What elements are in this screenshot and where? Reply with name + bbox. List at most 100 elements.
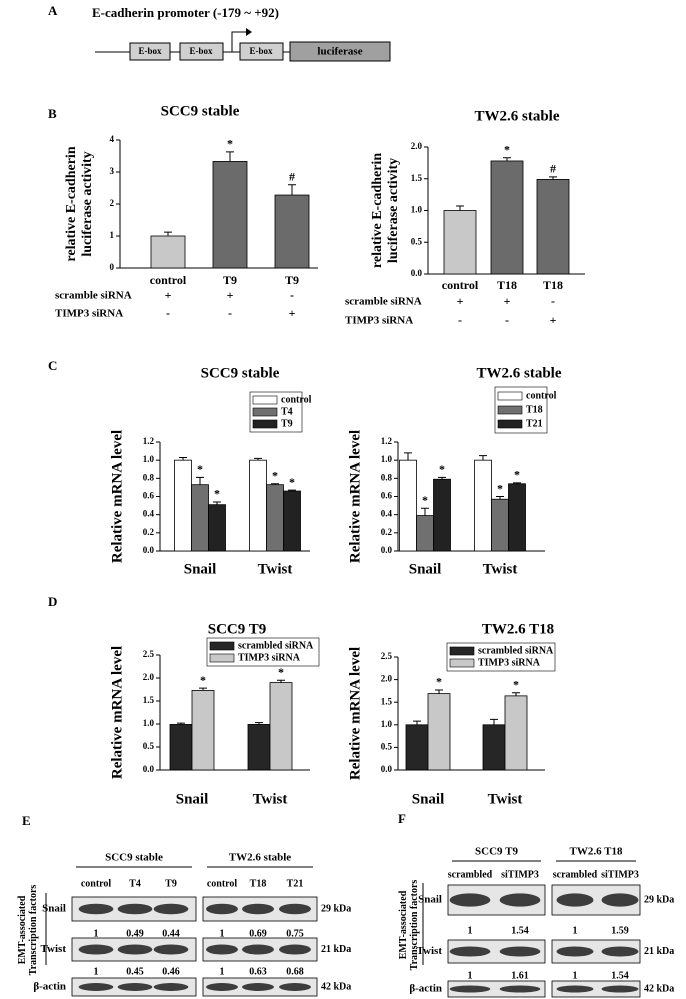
error-bar xyxy=(288,184,296,196)
group-label: SCC9 stable xyxy=(105,852,163,864)
e-box-label: E-box xyxy=(189,46,213,56)
bar xyxy=(427,693,451,771)
bar xyxy=(174,459,192,552)
y-axis-label-line: relative E-cadherin xyxy=(370,153,385,268)
blot-frame xyxy=(551,980,641,998)
condition-sign: + xyxy=(550,313,557,327)
significance-mark: * xyxy=(227,137,233,151)
bar xyxy=(482,724,506,771)
bar xyxy=(274,194,310,269)
quantification: 1.54 xyxy=(511,925,529,936)
chart-title: SCC9 stable xyxy=(201,365,280,381)
x-tick-label: control xyxy=(150,273,187,287)
y-tick-label: 0.8 xyxy=(143,472,155,482)
y-tick-label: 1.0 xyxy=(381,454,393,464)
error-bar xyxy=(196,476,204,485)
condition-sign: + xyxy=(227,288,234,302)
error-bar xyxy=(513,482,521,484)
y-axis-label: Relative mRNA level xyxy=(109,430,125,563)
e-box-label: E-box xyxy=(138,46,162,56)
condition-sign: + xyxy=(289,306,296,320)
blot-band xyxy=(499,946,541,957)
x-tick-label: T18 xyxy=(497,278,517,292)
quantification: 1 xyxy=(468,970,473,981)
panel-label: A xyxy=(48,3,58,18)
y-tick-label: 3 xyxy=(110,166,115,176)
blot-band xyxy=(556,893,594,907)
significance-mark: * xyxy=(497,481,503,495)
y-axis-label: Relative mRNA level xyxy=(347,647,363,780)
quantification: 1 xyxy=(573,970,578,981)
size-label: 29 kDa xyxy=(321,903,351,914)
legend-swatch xyxy=(497,391,523,401)
blot-band xyxy=(449,893,491,907)
y-tick-label: 2 xyxy=(110,198,115,208)
blot-band xyxy=(279,983,311,991)
panel-label: D xyxy=(48,594,57,609)
tss-arrowhead xyxy=(246,28,252,36)
y-tick-label: 0.0 xyxy=(411,268,423,278)
quantification: 0.69 xyxy=(249,928,267,939)
blot-band xyxy=(206,944,238,955)
legend-swatch xyxy=(252,395,278,405)
condition-sign: - xyxy=(228,306,232,320)
blot-band xyxy=(78,983,114,991)
condition-sign: - xyxy=(290,288,294,302)
group-label: TW2.6 stable xyxy=(229,852,291,864)
y-tick-label: 2.0 xyxy=(381,674,393,684)
y-axis-label-text: Relative mRNA level xyxy=(109,430,125,563)
blot-frame xyxy=(447,980,546,998)
diagram-title: E-cadherin promoter (-179 ~ +92) xyxy=(92,5,279,20)
y-tick-label: 0.5 xyxy=(381,741,393,751)
bar xyxy=(169,724,193,771)
chart-title: TW2.6 T18 xyxy=(482,621,554,637)
condition-sign: - xyxy=(551,294,555,308)
significance-mark: * xyxy=(436,675,442,689)
blot-band xyxy=(601,985,639,993)
bar xyxy=(474,459,492,552)
side-label-line: EMT-associated xyxy=(398,890,409,959)
y-tick-label: 0.8 xyxy=(381,472,393,482)
x-tick-label: Snail xyxy=(409,561,442,577)
bar xyxy=(191,484,209,552)
error-bar xyxy=(164,231,172,236)
bar xyxy=(416,515,434,552)
size-label: 21 kDa xyxy=(321,944,351,955)
y-tick-label: 1.5 xyxy=(381,696,393,706)
lane-label: scrambled xyxy=(553,869,598,880)
quantification: 1.54 xyxy=(611,970,629,981)
y-tick-label: 0.6 xyxy=(143,491,155,501)
significance-mark: * xyxy=(197,462,203,476)
legend-label: scrambled siRNA xyxy=(238,640,314,651)
y-tick-label: 0.0 xyxy=(381,545,393,555)
bar xyxy=(208,504,226,552)
lane-label: control xyxy=(81,878,112,889)
error-bar xyxy=(421,507,429,516)
bar xyxy=(266,484,284,552)
y-tick-label: 1.0 xyxy=(143,454,155,464)
y-axis-label: relative E-cadherin luciferase activity xyxy=(370,153,401,268)
row-label: β-actin xyxy=(409,983,442,995)
row-label: β-actin xyxy=(33,981,66,993)
error-bar xyxy=(177,722,185,725)
error-bar xyxy=(479,455,487,461)
legend-swatch xyxy=(209,641,235,651)
blot-band xyxy=(153,903,189,915)
y-tick-label: 1.5 xyxy=(411,173,423,183)
bar xyxy=(536,178,570,275)
error-bar xyxy=(456,205,464,211)
legend-swatch xyxy=(209,653,235,663)
condition-label: TIMP3 siRNA xyxy=(55,308,123,320)
significance-mark: * xyxy=(504,143,510,157)
bar xyxy=(443,210,477,275)
blot-band xyxy=(601,946,639,957)
error-bar xyxy=(254,457,262,461)
quantification: 1 xyxy=(220,928,225,939)
significance-mark: * xyxy=(278,665,284,679)
bar xyxy=(490,160,524,275)
blot-band xyxy=(279,944,311,955)
lane-label: T9 xyxy=(165,878,177,889)
blot-band xyxy=(242,983,274,991)
bar xyxy=(191,690,215,771)
error-bar xyxy=(271,483,279,485)
